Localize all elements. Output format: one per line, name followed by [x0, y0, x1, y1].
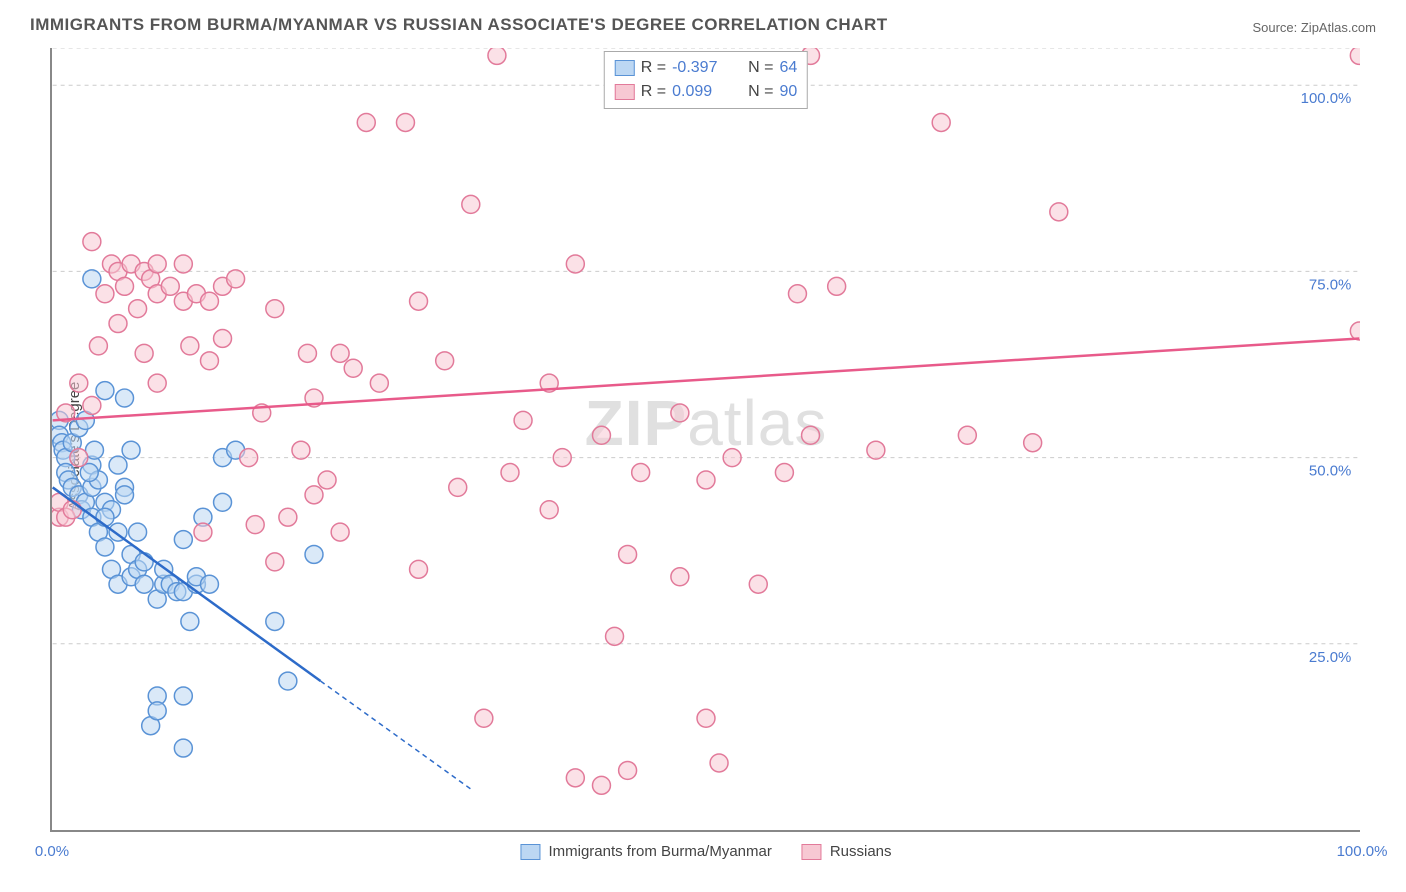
legend-label: Immigrants from Burma/Myanmar [548, 843, 771, 860]
stats-row: R = 0.099 N = 90 [615, 80, 797, 104]
series-swatch [615, 60, 635, 76]
legend-item: Immigrants from Burma/Myanmar [520, 843, 771, 860]
svg-text:50.0%: 50.0% [1309, 463, 1351, 480]
x-tick-label: 100.0% [1337, 843, 1388, 860]
scatter-plot: 25.0% 50.0% 75.0% 100.0% [52, 48, 1360, 830]
correlation-stats-box: R = -0.397 N = 64R = 0.099 N = 90 [604, 51, 808, 109]
source-attribution: Source: ZipAtlas.com [1252, 20, 1376, 35]
source-name: ZipAtlas.com [1301, 20, 1376, 35]
legend-label: Russians [830, 843, 892, 860]
x-tick-label: 0.0% [35, 843, 69, 860]
legend-item: Russians [802, 843, 892, 860]
source-prefix: Source: [1252, 20, 1300, 35]
stats-row: R = -0.397 N = 64 [615, 56, 797, 80]
legend-swatch [802, 844, 822, 860]
chart-title: IMMIGRANTS FROM BURMA/MYANMAR VS RUSSIAN… [30, 15, 888, 35]
legend: Immigrants from Burma/Myanmar Russians [520, 843, 891, 860]
svg-text:100.0%: 100.0% [1301, 90, 1352, 107]
svg-text:25.0%: 25.0% [1309, 649, 1351, 666]
legend-swatch [520, 844, 540, 860]
svg-text:75.0%: 75.0% [1309, 276, 1351, 293]
plot-area: ZIPatlas 25.0%50.0%75.0%100.0% R = -0.39… [50, 48, 1360, 832]
series-swatch [615, 84, 635, 100]
